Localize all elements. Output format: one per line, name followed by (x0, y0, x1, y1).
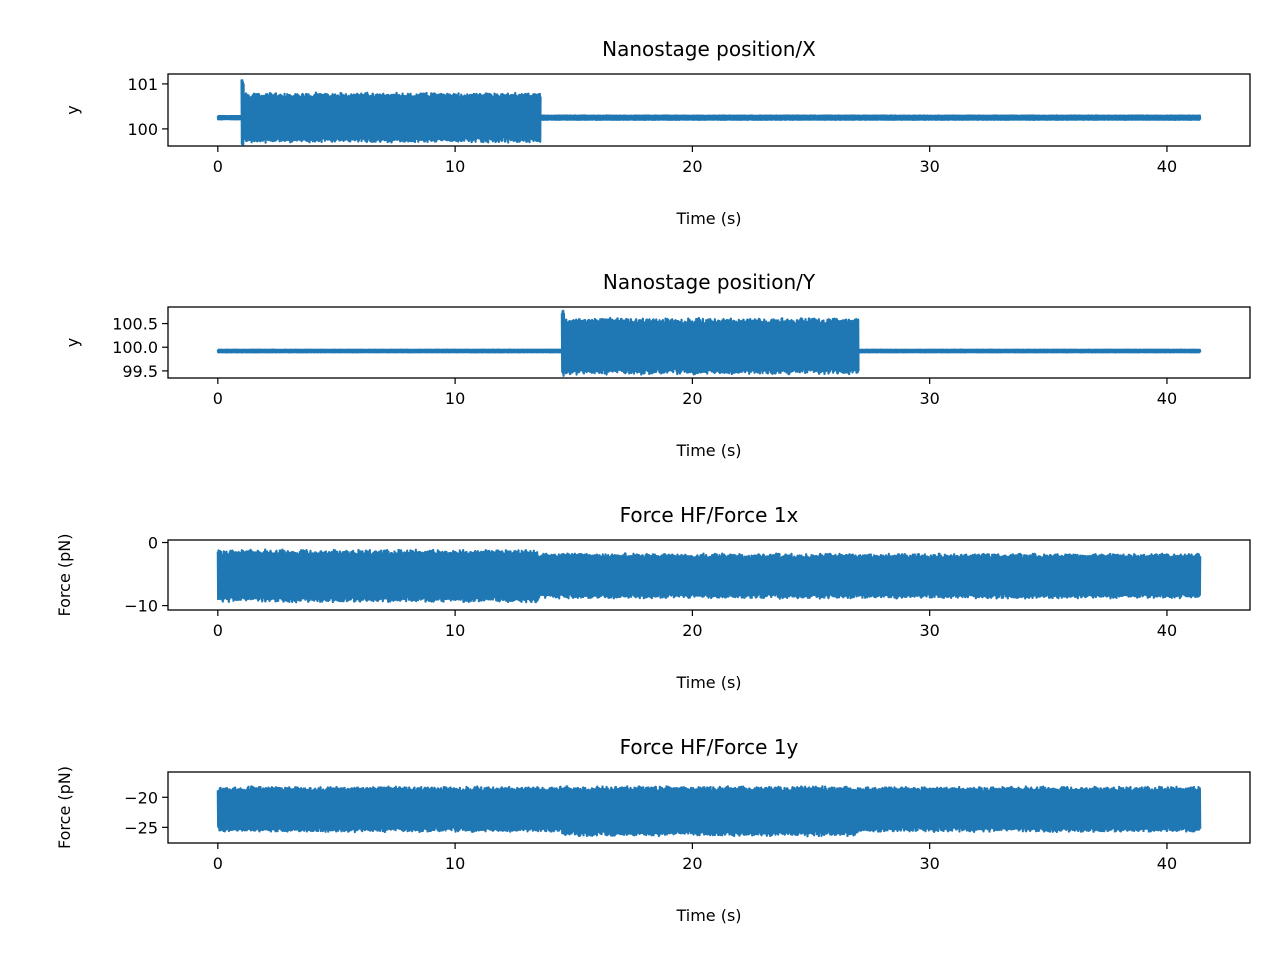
series-line-1 (216, 309, 1202, 377)
series-line-1 (216, 79, 1202, 146)
series-segment-4 (857, 348, 1202, 354)
series-segment-2 (240, 79, 246, 146)
series-segment-2 (537, 552, 1202, 600)
y-tick-label: −10 (124, 597, 158, 616)
y-tick-label: 101 (127, 75, 158, 94)
axes-frame (167, 306, 1251, 379)
x-tick-label: 0 (213, 157, 223, 176)
y-axis-label: Force (pN) (55, 534, 74, 617)
x-tick-label: 10 (445, 389, 465, 408)
x-tick-label: 0 (213, 621, 223, 640)
x-tick-label: 40 (1157, 621, 1177, 640)
x-tick-label: 10 (445, 854, 465, 873)
y-axis-label: y (63, 338, 82, 347)
series-segment-1 (216, 785, 563, 834)
x-tick-label: 0 (213, 389, 223, 408)
chart-title: Force HF/Force 1y (620, 735, 799, 759)
series-segment-3 (242, 91, 542, 144)
x-tick-label: 30 (919, 854, 939, 873)
subplot-4: 0 10 20 30 40 −25 −20 Force HF/Force 1y Time (s)… (55, 735, 1251, 925)
y-axis-label: Force (pN) (55, 766, 74, 849)
series-segment-2 (560, 785, 860, 838)
series-segment-1 (216, 548, 540, 604)
series-line-1 (216, 785, 1202, 838)
x-axis-label: Time (s) (675, 441, 741, 460)
y-tick-label: 0 (148, 534, 158, 553)
y-axis-label: y (63, 105, 82, 114)
y-tick-label: 100 (127, 120, 158, 139)
x-axis-label: Time (s) (675, 906, 741, 925)
x-tick-label: 30 (919, 157, 939, 176)
y-tick-label: 100.0 (112, 338, 158, 357)
x-tick-label: 0 (213, 854, 223, 873)
x-tick-label: 20 (682, 389, 702, 408)
x-tick-label: 10 (445, 621, 465, 640)
subplot-2: 0 10 20 30 40 99.5 100.0 100.5 Nanostage positio… (63, 270, 1251, 460)
x-tick-label: 30 (919, 389, 939, 408)
axes-frame (167, 539, 1251, 611)
chart-title: Nanostage position/X (602, 37, 816, 61)
x-tick-label: 40 (1157, 157, 1177, 176)
series-line-1 (216, 548, 1202, 604)
x-tick-label: 20 (682, 157, 702, 176)
x-tick-label: 10 (445, 157, 465, 176)
series-segment-1 (216, 348, 563, 354)
subplot-1: 0 10 20 30 40 100 101 Nanostage position/X Time … (63, 37, 1251, 228)
axes-frame (167, 73, 1251, 147)
x-tick-label: 20 (682, 854, 702, 873)
x-axis-label: Time (s) (675, 673, 741, 692)
series-segment-1 (216, 114, 243, 121)
x-tick-label: 40 (1157, 389, 1177, 408)
series-segment-3 (857, 785, 1202, 834)
series-segment-4 (539, 114, 1202, 121)
y-tick-label: −25 (124, 818, 158, 837)
subplot-3: 0 10 20 30 40 −10 0 Force HF/Force 1x Time (s) Fo… (55, 503, 1251, 692)
x-tick-label: 20 (682, 621, 702, 640)
chart-title: Nanostage position/Y (603, 270, 816, 294)
x-axis-label: Time (s) (675, 209, 741, 228)
y-tick-label: −20 (124, 788, 158, 807)
x-tick-label: 30 (919, 621, 939, 640)
y-tick-label: 100.5 (112, 315, 158, 334)
chart-title: Force HF/Force 1x (620, 503, 799, 527)
y-tick-label: 99.5 (122, 362, 158, 381)
axes-frame (167, 771, 1251, 844)
x-tick-label: 40 (1157, 854, 1177, 873)
series-segment-3 (563, 316, 860, 376)
